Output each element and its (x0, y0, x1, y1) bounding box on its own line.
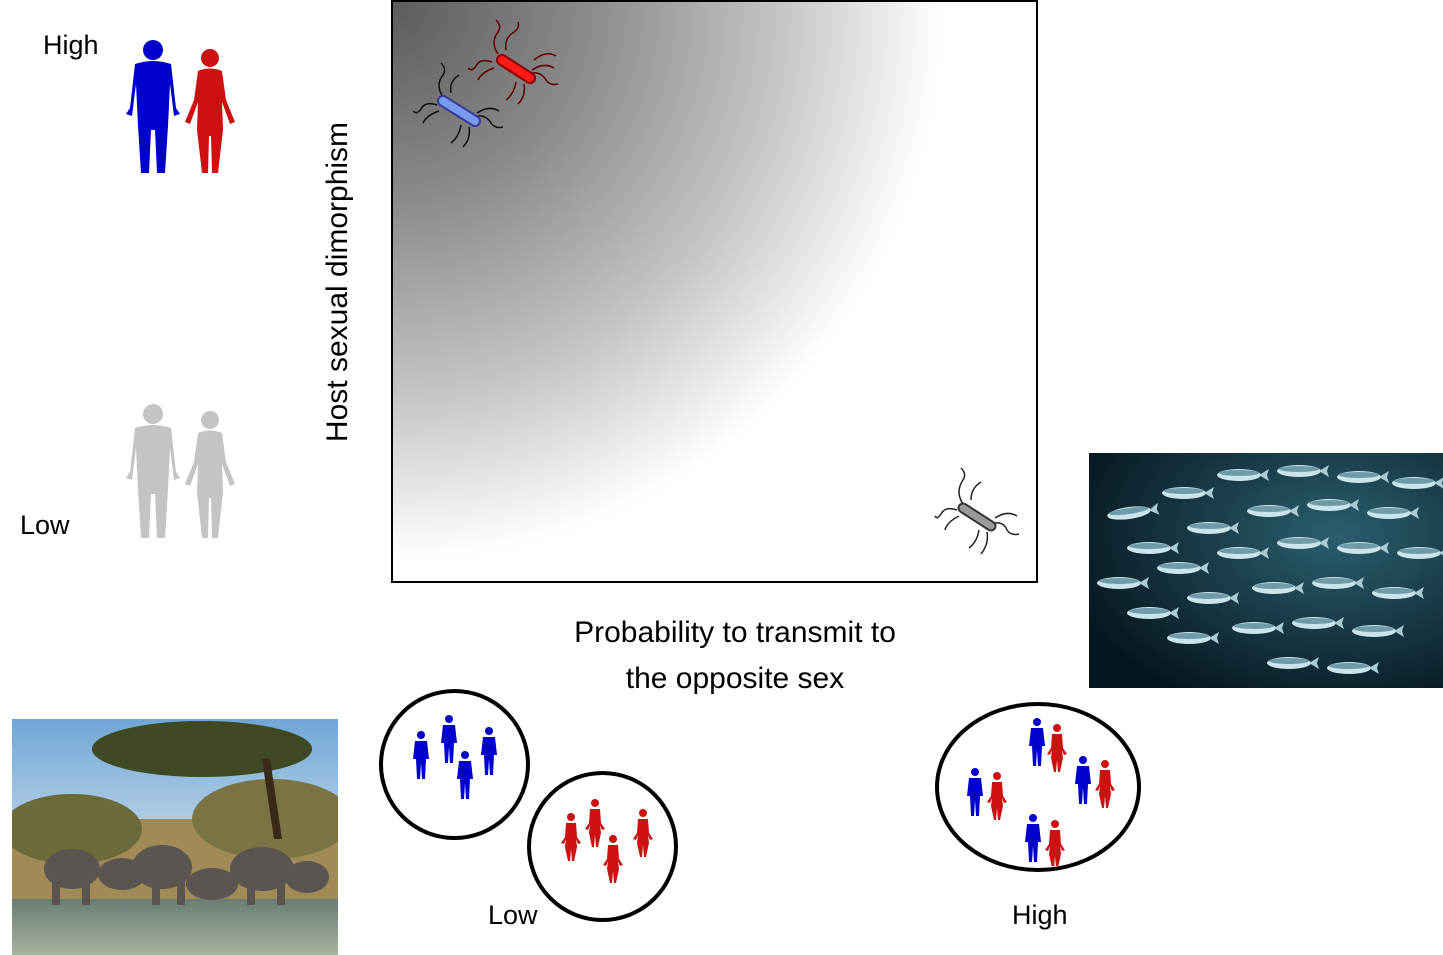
x-low-label: Low (488, 900, 538, 930)
female-bacterium-icon (468, 19, 559, 105)
fish-school-photo (1089, 453, 1443, 688)
x-axis-label-line1: Probability to transmit to (574, 616, 896, 649)
x-axis-label: Probability to transmit to the opposite … (545, 610, 925, 702)
x-high-label: High (1012, 900, 1068, 930)
y-axis-label: Host sexual dimorphism (321, 121, 354, 443)
neutral-bacterium-icon (934, 467, 1020, 555)
elephant-scene-icon (12, 719, 338, 955)
female-figures-icon (561, 799, 653, 883)
fish-school-icon (1089, 453, 1443, 688)
elephant-herd-photo (12, 719, 338, 955)
mixed-couples-icon (967, 718, 1115, 866)
x-axis-label-line2: the opposite sex (625, 662, 845, 695)
y-low-label: Low (20, 510, 70, 540)
male-group-circle (379, 689, 530, 840)
male-figures-icon (413, 715, 497, 799)
dimorphic-couple-icon (126, 40, 235, 173)
y-high-label: High (43, 30, 99, 60)
mixed-group-circle (935, 702, 1141, 872)
male-bacterium-icon (413, 62, 504, 148)
monomorphic-couple-icon (126, 404, 235, 538)
plot-area (391, 0, 1038, 583)
female-group-circle (527, 771, 678, 922)
